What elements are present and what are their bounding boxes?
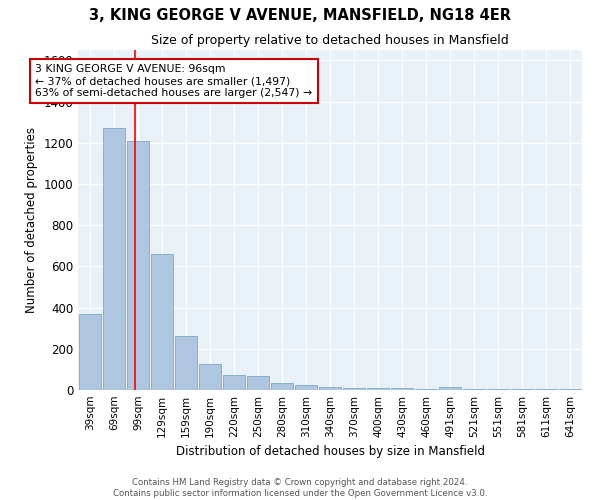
Bar — [487, 389, 509, 390]
Text: Contains HM Land Registry data © Crown copyright and database right 2024.
Contai: Contains HM Land Registry data © Crown c… — [113, 478, 487, 498]
Text: 3, KING GEORGE V AVENUE, MANSFIELD, NG18 4ER: 3, KING GEORGE V AVENUE, MANSFIELD, NG18… — [89, 8, 511, 22]
Bar — [199, 364, 221, 390]
Bar — [463, 389, 485, 390]
Title: Size of property relative to detached houses in Mansfield: Size of property relative to detached ho… — [151, 34, 509, 48]
Bar — [415, 389, 437, 390]
Text: 3 KING GEORGE V AVENUE: 96sqm
← 37% of detached houses are smaller (1,497)
63% o: 3 KING GEORGE V AVENUE: 96sqm ← 37% of d… — [35, 64, 313, 98]
Bar — [79, 314, 101, 390]
Bar — [319, 387, 341, 390]
Bar — [535, 389, 557, 390]
Bar — [559, 389, 581, 390]
Bar — [247, 376, 269, 390]
Bar — [295, 386, 317, 390]
Bar — [127, 140, 149, 390]
Bar — [223, 374, 245, 390]
Bar — [343, 388, 365, 390]
Bar — [175, 336, 197, 390]
Bar — [391, 388, 413, 390]
Bar — [439, 387, 461, 390]
Y-axis label: Number of detached properties: Number of detached properties — [25, 127, 38, 313]
Bar — [103, 128, 125, 390]
Bar — [367, 388, 389, 390]
X-axis label: Distribution of detached houses by size in Mansfield: Distribution of detached houses by size … — [176, 446, 485, 458]
Bar — [511, 389, 533, 390]
Bar — [271, 383, 293, 390]
Bar — [151, 254, 173, 390]
